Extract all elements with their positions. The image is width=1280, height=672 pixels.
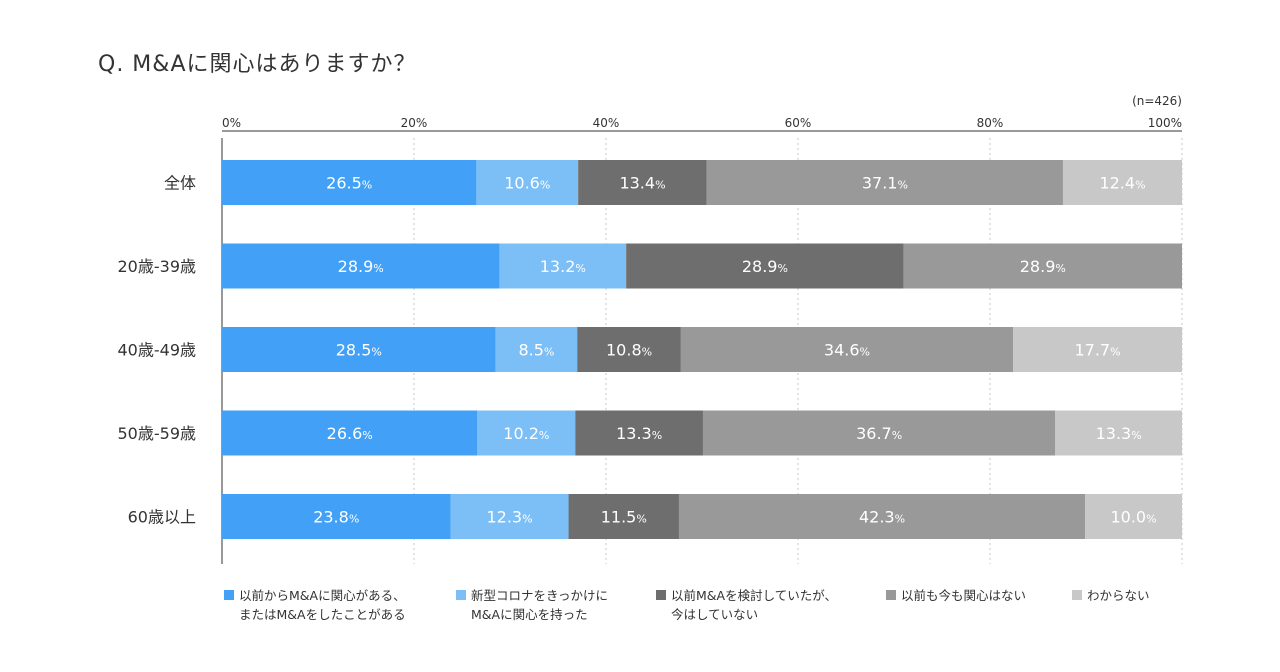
bar-segment [222,410,478,456]
data-label: 10.6% [504,174,550,193]
data-label: 28.9% [338,257,384,276]
legend-label: 以前も今も関心はない [901,588,1027,603]
data-label: 10.8% [606,341,652,360]
bar-segment [575,410,703,456]
legend-swatch [886,590,896,600]
data-label: 13.3% [1096,424,1142,443]
bar-segment [1085,494,1182,539]
bar-segment [222,160,477,205]
category-label: 全体 [164,174,196,193]
x-tick-label: 0% [222,116,241,130]
bar-segment [577,327,681,372]
data-label: 26.5% [326,174,372,193]
legend-swatch [224,590,234,600]
bar-segment [476,160,579,205]
data-label: 11.5% [601,508,647,527]
bar-segment [903,243,1182,289]
bar-segment [568,494,679,539]
data-label: 17.7% [1074,341,1120,360]
legend-label: 新型コロナをきっかけに M&Aに関心を持った [471,588,609,622]
bar-segment [702,410,1056,456]
bar-segment [1062,160,1182,205]
bar-segment [706,160,1063,205]
data-label: 37.1% [862,174,908,193]
x-tick-label: 80% [977,116,1004,130]
chart-title: Q. M&Aに関心はありますか？ [98,52,417,77]
data-label: 13.4% [619,174,665,193]
category-label: 50歳-59歳 [118,424,197,443]
bar-segment [450,494,569,539]
data-label: 23.8% [313,508,359,527]
x-tick-label: 100% [1148,116,1182,130]
data-label: 12.4% [1099,174,1145,193]
legend-item: 以前M&Aを検討していたが、 今はしていない [656,586,837,624]
chart-legend: 以前からM&Aに関心がある、 またはM&Aをしたことがある 新型コロナをきっかけに… [224,586,1224,646]
data-label: 42.3% [859,508,905,527]
data-label: 13.3% [616,424,662,443]
bar-segment [1055,410,1182,456]
category-label: 60歳以上 [128,508,196,527]
sample-size-note: (n=426) [1132,94,1182,108]
legend-swatch [656,590,666,600]
stacked-bar-chart: 0% 20% 40% 60% 80% 100% 全体 26.5% 10.6% 13.4% 37.1%… [118,116,1183,564]
data-label: 34.6% [824,341,870,360]
bar-segment [222,327,496,372]
data-label: 28.9% [742,257,788,276]
legend-label: わからない [1087,588,1150,603]
bar-segment [578,160,707,205]
data-label: 10.2% [503,424,549,443]
data-label: 10.0% [1110,508,1156,527]
bar-segment [222,243,500,289]
bar-segment [477,410,576,456]
bar-segment [626,243,904,289]
bar-segment [499,243,627,289]
bar-segment [222,494,451,539]
data-label: 28.5% [336,341,382,360]
legend-item: 以前からM&Aに関心がある、 またはM&Aをしたことがある [224,586,406,624]
data-label: 13.2% [540,257,586,276]
category-label: 20歳-39歳 [118,257,197,276]
x-tick-label: 40% [593,116,620,130]
x-tick-label: 20% [401,116,428,130]
category-label: 40歳-49歳 [118,341,197,360]
bar-segment [1013,327,1182,372]
bar-segment [678,494,1086,539]
legend-label: 以前からM&Aに関心がある、 またはM&Aをしたことがある [239,588,406,622]
x-tick-label: 60% [785,116,812,130]
legend-item: わからない [1072,586,1150,605]
legend-item: 以前も今も関心はない [886,586,1026,605]
legend-label: 以前M&Aを検討していたが、 今はしていない [671,588,837,622]
data-label: 36.7% [856,424,902,443]
data-label: 26.6% [327,424,373,443]
bar-segment [495,327,578,372]
data-label: 8.5% [518,341,554,360]
legend-item: 新型コロナをきっかけに M&Aに関心を持った [456,586,608,624]
legend-swatch [456,590,466,600]
data-label: 12.3% [486,508,532,527]
legend-swatch [1072,590,1082,600]
bar-segment [680,327,1014,372]
data-label: 28.9% [1020,257,1066,276]
